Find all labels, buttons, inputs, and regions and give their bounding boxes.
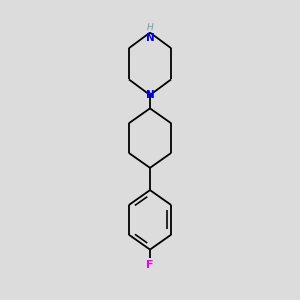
Text: H: H bbox=[147, 23, 153, 32]
Text: N: N bbox=[146, 90, 154, 100]
Text: N: N bbox=[146, 33, 154, 43]
Text: F: F bbox=[146, 260, 154, 270]
